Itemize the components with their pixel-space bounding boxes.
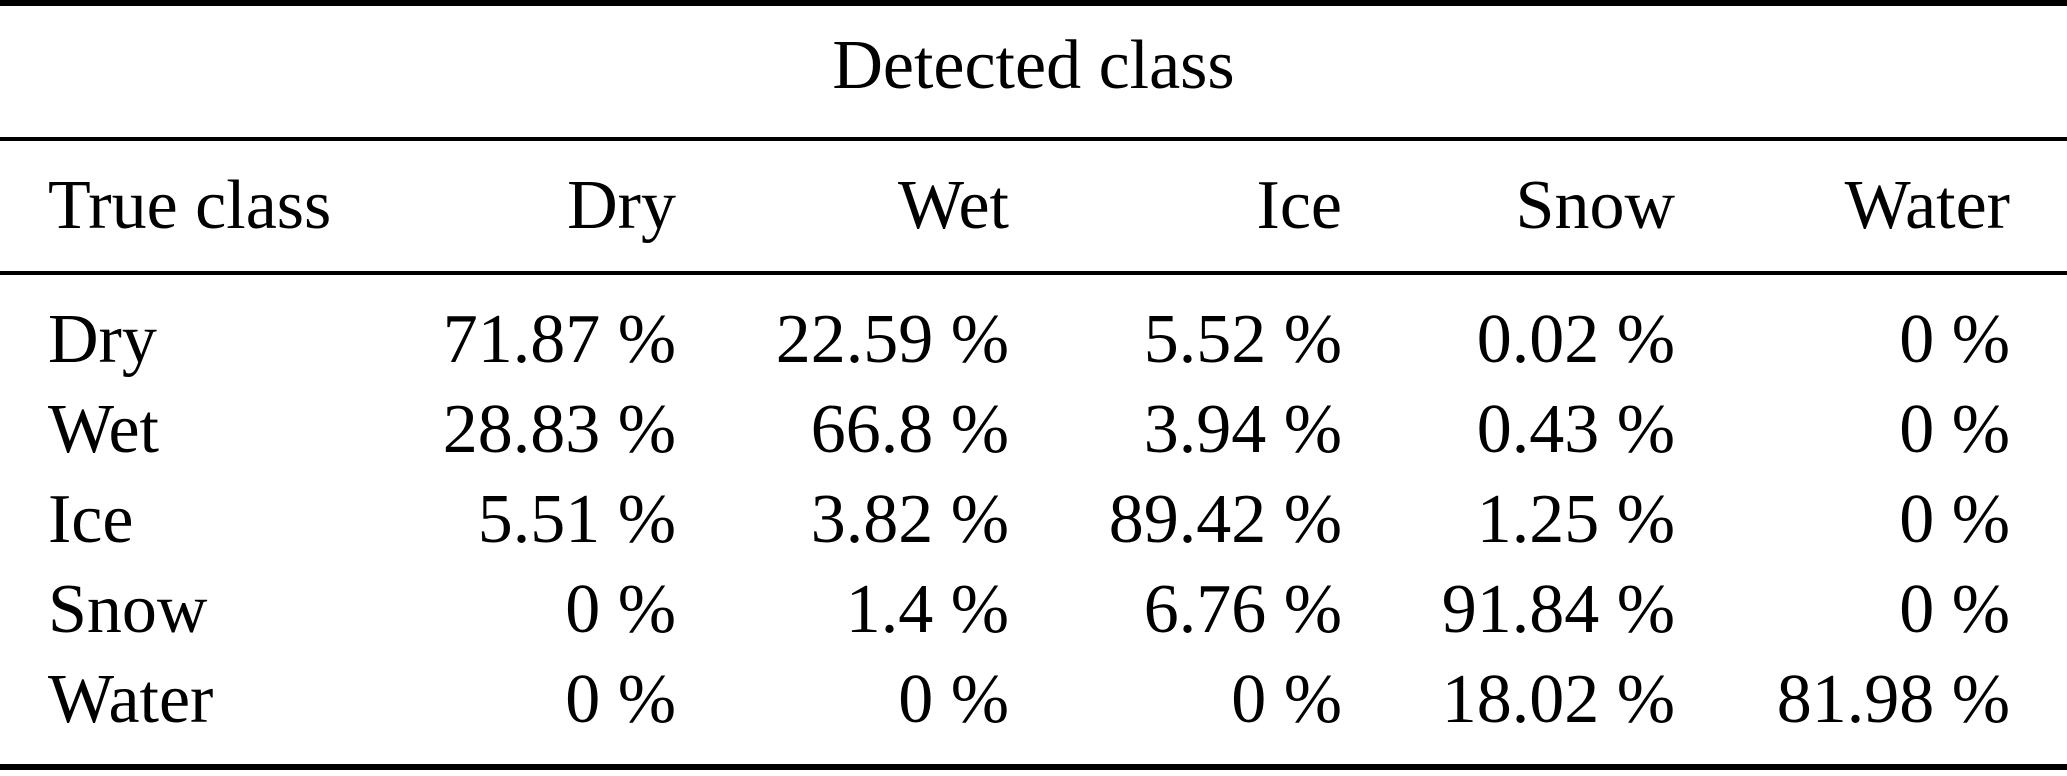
col-header-snow: Snow — [1515, 167, 1675, 244]
table-row-snow: Snow 0 % 1.4 % 6.76 % 91.84 % 0 % — [0, 565, 2067, 655]
col-header-dry: Dry — [567, 167, 676, 244]
row-header-true-class: True class — [48, 167, 332, 244]
cell-value: 0 % — [565, 571, 676, 648]
table-row-wet: Wet 28.83 % 66.8 % 3.94 % 0.43 % 0 % — [0, 385, 2067, 475]
cell-value: 0.02 % — [1476, 301, 1675, 378]
cell-value: 0.43 % — [1476, 391, 1675, 468]
cell-value: 1.4 % — [845, 571, 1009, 648]
table-body: Dry 71.87 % 22.59 % 5.52 % 0.02 % 0 % We… — [0, 275, 2067, 764]
row-label: Wet — [48, 391, 159, 468]
cell-value: 18.02 % — [1441, 661, 1675, 738]
table-row-dry: Dry 71.87 % 22.59 % 5.52 % 0.02 % 0 % — [0, 295, 2067, 385]
row-label: Dry — [48, 301, 157, 378]
cell-value: 6.76 % — [1143, 571, 1342, 648]
row-label: Ice — [48, 481, 134, 558]
table-row-ice: Ice 5.51 % 3.82 % 89.42 % 1.25 % 0 % — [0, 475, 2067, 565]
cell-value: 0 % — [1899, 571, 2010, 648]
cell-value: 0 % — [1899, 391, 2010, 468]
cell-value: 28.83 % — [442, 391, 676, 468]
spanner-row: Detected class — [0, 6, 2067, 137]
cell-value: 5.52 % — [1143, 301, 1342, 378]
col-header-water: Water — [1844, 167, 2010, 244]
cell-value: 1.25 % — [1476, 481, 1675, 558]
midrule-below-header — [0, 271, 2067, 275]
cell-value: 81.98 % — [1776, 661, 2010, 738]
row-label: Snow — [48, 571, 208, 648]
header-row: True class Dry Wet Ice Snow Water — [0, 141, 2067, 271]
col-header-wet: Wet — [898, 167, 1009, 244]
cell-value: 71.87 % — [442, 301, 676, 378]
cell-value: 3.82 % — [810, 481, 1009, 558]
bottom-rule — [0, 764, 2067, 770]
top-rule — [0, 0, 2067, 6]
cell-value: 3.94 % — [1143, 391, 1342, 468]
table-row-water: Water 0 % 0 % 0 % 18.02 % 81.98 % — [0, 655, 2067, 745]
cell-value: 91.84 % — [1441, 571, 1675, 648]
cell-value: 0 % — [898, 661, 1009, 738]
cell-value: 0 % — [1899, 481, 2010, 558]
cell-value: 5.51 % — [477, 481, 676, 558]
col-header-ice: Ice — [1256, 167, 1342, 244]
cell-value: 0 % — [1899, 301, 2010, 378]
cell-value: 66.8 % — [810, 391, 1009, 468]
cell-value: 0 % — [1231, 661, 1342, 738]
midrule-above-header — [0, 137, 2067, 141]
cell-value: 89.42 % — [1108, 481, 1342, 558]
cell-value: 22.59 % — [775, 301, 1009, 378]
row-label: Water — [48, 661, 214, 738]
cell-value: 0 % — [565, 661, 676, 738]
spanner-title: Detected class — [832, 26, 1235, 104]
